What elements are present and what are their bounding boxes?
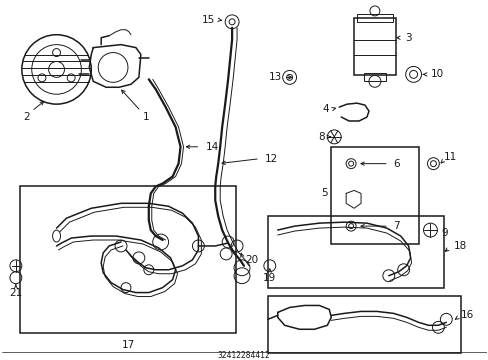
Text: 16: 16	[460, 310, 473, 320]
Bar	[353, 18, 395, 75]
Bar	[267, 216, 444, 288]
Bar	[356, 14, 392, 22]
Text: 13: 13	[268, 72, 281, 82]
Text: 15: 15	[202, 15, 215, 25]
Text: 17: 17	[121, 340, 134, 350]
Text: 11: 11	[443, 152, 456, 162]
Text: 1: 1	[142, 112, 149, 122]
Text: 3: 3	[404, 33, 410, 43]
Text: 19: 19	[263, 273, 276, 283]
Text: 2: 2	[23, 112, 30, 122]
Text: 12: 12	[264, 154, 278, 164]
Bar	[267, 296, 460, 353]
Text: 18: 18	[453, 241, 467, 251]
Bar	[20, 186, 236, 333]
Bar	[363, 73, 385, 81]
Text: 9: 9	[441, 228, 447, 238]
Text: 32412284412: 32412284412	[217, 351, 270, 360]
Text: 8: 8	[318, 132, 325, 142]
Text: 10: 10	[429, 69, 443, 80]
Text: 20: 20	[244, 255, 258, 265]
Text: 6: 6	[392, 159, 399, 168]
Bar	[330, 147, 418, 244]
Text: 4: 4	[322, 104, 328, 114]
Text: 7: 7	[392, 221, 399, 231]
Text: 14: 14	[205, 142, 218, 152]
Text: 5: 5	[320, 188, 326, 198]
Text: 21: 21	[9, 288, 22, 298]
